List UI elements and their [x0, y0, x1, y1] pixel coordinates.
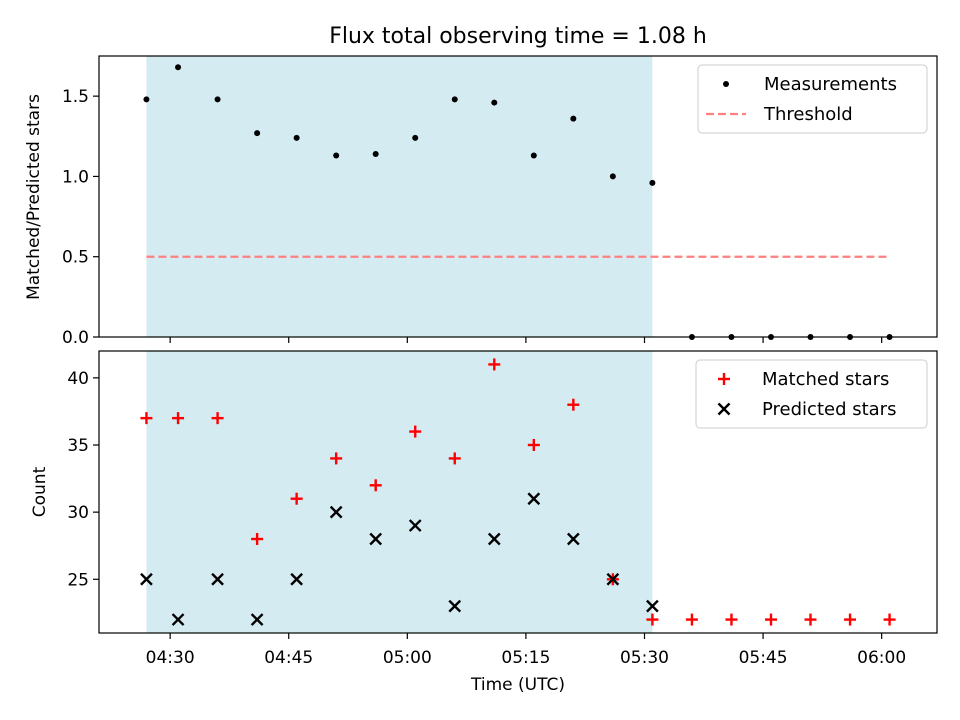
matched-star-marker [844, 613, 857, 626]
x-tick-label: 05:15 [501, 648, 550, 668]
marker-stroke [487, 532, 501, 546]
measurement-point [530, 152, 537, 159]
measurement-point [570, 115, 577, 122]
marker-stroke [171, 613, 185, 626]
legend-predicted-handle [717, 402, 731, 416]
matched-star-marker [764, 613, 777, 626]
matched-star-marker [172, 412, 185, 425]
matched-star-marker [448, 452, 461, 465]
predicted-star-marker [566, 532, 580, 546]
measurement-point [333, 152, 340, 159]
marker-stroke [566, 532, 580, 546]
predicted-star-marker [329, 505, 343, 519]
legend-box [695, 359, 928, 429]
measurement-point [143, 96, 150, 103]
predicted-star-marker [250, 613, 264, 626]
predicted-star-marker [448, 599, 462, 613]
legend: Measurements Threshold [697, 64, 928, 134]
observing-interval-shade [146, 351, 653, 633]
marker-stroke [606, 572, 620, 586]
marker-stroke [250, 613, 264, 626]
y-tick-label: 0.5 [62, 248, 89, 268]
x-tick-label: 05:30 [620, 648, 669, 668]
y-tick-label: 1.0 [62, 167, 89, 187]
x-tick-label: 05:00 [383, 648, 432, 668]
legend-label: Predicted stars [762, 399, 896, 420]
matched-star-marker [140, 412, 153, 425]
predicted-star-marker [646, 599, 659, 613]
legend: Matched stars Predicted stars [695, 359, 928, 429]
matched-star-marker [883, 613, 896, 626]
predicted-star-marker [408, 519, 422, 532]
measurement-point [609, 173, 616, 180]
marker-stroke [329, 505, 343, 519]
marker-stroke [646, 599, 659, 613]
y-tick-label: 30 [67, 503, 89, 523]
x-tick-label: 04:30 [146, 648, 195, 668]
matched-star-marker [804, 613, 817, 626]
y-tick-label: 35 [67, 436, 89, 456]
y-tick-label: 1.5 [62, 87, 89, 107]
matched-star-marker [725, 613, 738, 626]
bottom-panel: 25 30 35 40 04:30 04:45 05:00 05:15 05:30 05:45 06… [67, 350, 938, 668]
measurement-point [649, 179, 656, 186]
predicted-star-marker [606, 572, 620, 586]
legend-measurement-handle [723, 81, 729, 87]
matched-star-marker [290, 492, 303, 505]
marker-stroke [527, 492, 541, 506]
matched-star-marker [211, 412, 224, 425]
matched-star-marker [369, 479, 382, 492]
measurement-point [451, 96, 458, 103]
predicted-star-marker [487, 532, 501, 546]
predicted-star-marker [369, 532, 383, 546]
matched-star-marker [488, 358, 501, 371]
matched-star-marker [567, 398, 580, 411]
marker-stroke [290, 572, 303, 586]
y-tick-label: 40 [67, 369, 89, 389]
x-tick-label: 06:00 [857, 648, 906, 668]
marker-stroke [211, 572, 224, 586]
measurement-point [372, 150, 379, 157]
matched-star-marker [330, 452, 343, 465]
marker-stroke [448, 599, 462, 613]
predicted-star-marker [211, 572, 224, 586]
y-tick-label: 25 [67, 570, 89, 590]
axes-frame [98, 55, 938, 338]
legend-label: Matched stars [762, 369, 889, 390]
measurement-point [175, 64, 182, 71]
marker-stroke [369, 532, 383, 546]
top-panel: 0.0 0.5 1.0 1.5 Measurements Threshold [62, 55, 938, 348]
marker-stroke [408, 519, 422, 532]
legend-box [697, 64, 928, 134]
predicted-star-marker [290, 572, 303, 586]
matched-star-marker [251, 533, 264, 545]
legend-label: Threshold [763, 104, 853, 125]
predicted-star-marker [140, 572, 153, 586]
predicted-star-marker [527, 492, 541, 506]
measurement-point [214, 96, 221, 103]
x-tick-label: 04:45 [264, 648, 313, 668]
matched-star-marker [409, 425, 422, 438]
axes-frame [98, 350, 938, 634]
measurement-point [254, 130, 261, 137]
measurement-point [491, 99, 498, 106]
y-tick-label: 0.0 [62, 328, 89, 348]
matched-star-marker [527, 439, 540, 451]
x-axis-label: Time (UTC) [470, 675, 565, 695]
legend-label: Measurements [764, 74, 897, 95]
matched-star-marker [685, 613, 698, 626]
measurement-point [412, 134, 419, 141]
chart-title: Flux total observing time = 1.08 h [329, 24, 707, 49]
bottom-y-axis-label: Count [30, 466, 50, 517]
observing-interval-shade [146, 56, 653, 337]
predicted-star-marker [171, 613, 185, 626]
top-y-axis-label: Matched/Predicted stars [24, 94, 44, 300]
matched-star-marker [646, 613, 659, 626]
measurement-point [293, 134, 300, 141]
marker-stroke [140, 572, 153, 586]
x-tick-label: 05:45 [739, 648, 788, 668]
